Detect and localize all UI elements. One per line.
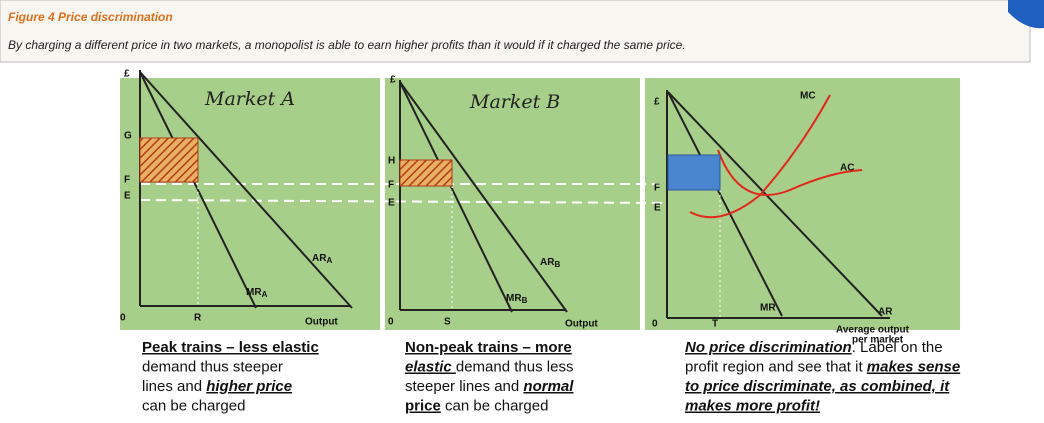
caption-text: steeper lines and xyxy=(405,378,523,395)
axis-label: G xyxy=(124,131,132,142)
caption-line: can be charged xyxy=(142,397,245,414)
axis-label: Output xyxy=(305,317,338,328)
curve-label: ARB xyxy=(540,257,560,269)
caption-text: . Label on the xyxy=(852,339,943,356)
caption-line: Peak trains – less elastic xyxy=(142,339,319,356)
axis-label: 0 xyxy=(652,319,658,330)
axis-label: E xyxy=(124,191,131,202)
subtitle: By charging a different price in two mar… xyxy=(8,38,686,52)
axis-label: Output xyxy=(565,319,598,330)
caption-line: to price discriminate, as combined, it xyxy=(685,378,950,395)
curve-label: AR xyxy=(878,307,893,318)
profit-area xyxy=(667,154,721,191)
caption-line: No price discrimination. Label on the xyxy=(685,339,943,356)
caption-text: higher price xyxy=(206,378,292,395)
axis-label: T xyxy=(712,319,718,330)
axis-label: R xyxy=(194,313,202,324)
axis-label: E xyxy=(654,203,661,214)
axis-label: 0 xyxy=(388,317,394,328)
curve-label: MRB xyxy=(506,293,528,305)
axis-label: 0 xyxy=(120,313,126,324)
caption-line: price can be charged xyxy=(405,397,548,414)
caption-text: profit region and see that it xyxy=(685,358,867,375)
caption-line: Non-peak trains – more xyxy=(405,339,572,356)
curve-label: MRA xyxy=(246,287,268,299)
axis-label: £ xyxy=(654,97,660,108)
profit-area xyxy=(399,159,453,187)
caption-text: makes more profit! xyxy=(685,397,820,414)
caption-text: elastic xyxy=(405,358,456,375)
axis-label: Average output xyxy=(836,325,910,336)
heading: Market A xyxy=(204,88,295,110)
axis-label: £ xyxy=(124,69,130,80)
label: MR xyxy=(506,293,522,304)
caption-text: normal xyxy=(523,378,574,395)
caption-text: lines and xyxy=(142,378,206,395)
axis-label: H xyxy=(388,156,395,167)
curve-label: AC xyxy=(840,163,854,174)
caption-text: Peak trains – less elastic xyxy=(142,339,319,356)
label: MR xyxy=(246,287,262,298)
axis-label: F xyxy=(388,180,394,191)
panel-bg xyxy=(645,78,960,330)
header-box xyxy=(0,0,1031,63)
label: AR xyxy=(540,257,555,268)
caption-text: price xyxy=(405,397,441,414)
caption-text: makes sense xyxy=(867,358,960,375)
caption-line: lines and higher price xyxy=(142,378,292,395)
caption-line: makes more profit! xyxy=(685,397,820,414)
profit-area xyxy=(139,137,199,183)
axis-label: per market xyxy=(852,335,904,346)
axis-label: F xyxy=(654,183,660,194)
curve-label: MC xyxy=(800,91,816,102)
caption-line: profit region and see that it makes sens… xyxy=(685,358,960,375)
panel-c xyxy=(666,90,890,319)
caption-text: to price discriminate, as combined, it xyxy=(685,378,950,395)
label-sub: A xyxy=(262,290,268,299)
corner-shape xyxy=(1008,0,1044,29)
heading: Market B xyxy=(469,91,560,113)
axis-label: £ xyxy=(390,75,396,86)
caption-text: can be charged xyxy=(441,397,549,414)
caption-line: steeper lines and normal xyxy=(405,378,574,395)
panel-b xyxy=(399,80,568,313)
panel-a xyxy=(139,70,353,309)
curve-label: MR xyxy=(760,303,776,314)
caption-text: Non-peak trains – more xyxy=(405,339,572,356)
axis-label: S xyxy=(444,317,451,328)
captions: Peak trains – less elastic demand thus st… xyxy=(142,339,960,415)
caption-text: demand thus less xyxy=(456,358,574,375)
caption-line: demand thus steeper xyxy=(142,358,283,375)
caption-line: elastic demand thus less xyxy=(405,358,573,375)
label-sub: B xyxy=(554,260,560,269)
title: Figure 4 Price discrimination xyxy=(8,10,173,24)
caption-text: No price discrimination xyxy=(685,339,852,356)
curve-label: ARA xyxy=(312,253,332,265)
label-sub: A xyxy=(326,256,332,265)
dashed-line xyxy=(139,199,666,204)
caption-text: demand thus steeper xyxy=(142,358,283,375)
label: AR xyxy=(312,253,327,264)
label-sub: B xyxy=(522,296,528,305)
axis-label: F xyxy=(124,175,130,186)
caption-text: can be charged xyxy=(142,397,245,414)
axis-label: E xyxy=(388,198,395,209)
